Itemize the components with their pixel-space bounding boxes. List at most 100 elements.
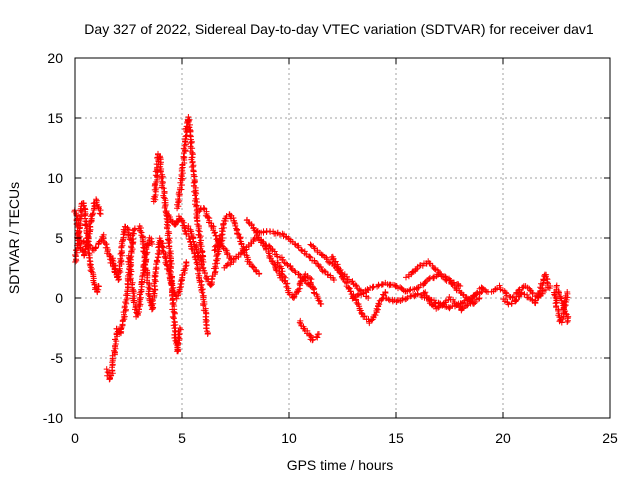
- data-point: [168, 260, 175, 267]
- data-point: [183, 259, 190, 265]
- chart-title: Day 327 of 2022, Sidereal Day-to-day VTE…: [84, 21, 594, 37]
- x-tick-label: 15: [388, 430, 404, 446]
- data-point: [103, 241, 110, 248]
- data-point: [315, 297, 322, 304]
- data-point: [280, 256, 287, 263]
- data-point: [555, 291, 562, 298]
- data-point: [273, 267, 280, 274]
- y-tick-label: 10: [47, 170, 63, 186]
- data-point: [75, 222, 82, 229]
- data-point: [142, 266, 149, 273]
- data-point: [376, 301, 383, 308]
- data-point: [224, 262, 231, 269]
- data-point: [165, 240, 172, 247]
- data-point: [406, 287, 413, 294]
- data-point: [119, 317, 126, 324]
- data-point: [296, 319, 303, 326]
- data-point: [137, 294, 144, 301]
- data-point: [284, 280, 291, 287]
- data-point: [453, 287, 460, 294]
- data-point: [318, 264, 324, 271]
- data-point: [325, 258, 332, 265]
- data-point: [178, 165, 185, 172]
- data-point: [87, 242, 94, 249]
- y-axis-label: SDTVAR / TECUs: [6, 182, 22, 294]
- data-point: [93, 244, 99, 251]
- data-point: [190, 173, 197, 180]
- data-point: [414, 284, 421, 291]
- axis-ticks: 0 5 10 15 20 25 -10 -5 0 5 10 15 20: [43, 50, 618, 446]
- data-point: [256, 271, 263, 277]
- data-point: [126, 236, 133, 243]
- data-point: [505, 301, 512, 308]
- x-tick-label: 5: [178, 430, 186, 446]
- data-point: [515, 287, 522, 294]
- data-point: [291, 268, 298, 274]
- data-point: [196, 228, 203, 235]
- data-point: [172, 329, 179, 335]
- data-point: [513, 296, 520, 303]
- data-point: [275, 259, 281, 266]
- grid-lines: [75, 58, 610, 418]
- data-point: [307, 275, 313, 281]
- data-point: [157, 168, 164, 175]
- data-point: [164, 225, 171, 232]
- data-point: [128, 268, 135, 275]
- data-point: [214, 251, 221, 258]
- data-point: [461, 297, 468, 304]
- data-point: [497, 286, 504, 293]
- data-point: [112, 336, 119, 343]
- data-point: [544, 283, 551, 289]
- data-point: [201, 301, 208, 307]
- data-point: [138, 286, 145, 293]
- data-point: [364, 286, 371, 293]
- data-point: [212, 229, 218, 236]
- data-point: [162, 201, 169, 208]
- y-tick-label: 0: [55, 290, 63, 306]
- data-point: [369, 284, 376, 291]
- data-point: [349, 278, 356, 285]
- data-point: [564, 319, 571, 325]
- x-axis-label: GPS time / hours: [287, 457, 394, 473]
- data-point: [319, 267, 325, 274]
- data-point: [411, 293, 418, 300]
- data-point: [190, 238, 197, 245]
- data-point: [425, 295, 432, 302]
- data-point: [315, 331, 322, 337]
- data-point: [425, 276, 432, 282]
- data-point: [382, 289, 389, 295]
- data-point: [232, 222, 239, 229]
- data-point: [95, 283, 102, 289]
- data-point: [476, 295, 483, 301]
- y-tick-label: 20: [47, 50, 63, 66]
- data-point: [188, 164, 195, 170]
- data-point: [204, 331, 211, 337]
- data-point: [176, 325, 183, 331]
- data-point: [231, 219, 238, 226]
- data-point: [403, 274, 409, 281]
- data-point: [508, 300, 515, 307]
- data-point: [474, 289, 481, 296]
- x-tick-label: 0: [71, 430, 79, 446]
- y-tick-label: 15: [47, 110, 63, 126]
- y-tick-label: 5: [55, 230, 63, 246]
- y-tick-label: -5: [51, 350, 64, 366]
- data-point: [88, 268, 95, 275]
- data-point: [103, 366, 110, 373]
- data-point: [191, 179, 198, 186]
- data-point: [414, 291, 421, 298]
- data-point: [274, 253, 281, 260]
- data-point: [249, 264, 256, 270]
- data-point: [310, 336, 316, 343]
- x-tick-label: 20: [495, 430, 511, 446]
- data-point: [564, 317, 571, 324]
- data-point: [170, 315, 177, 322]
- data-point: [158, 175, 165, 182]
- data-point: [201, 269, 208, 276]
- data-point: [114, 274, 121, 281]
- data-point: [278, 270, 285, 277]
- data-point: [219, 228, 226, 235]
- data-point: [135, 306, 142, 313]
- data-point: [169, 287, 176, 294]
